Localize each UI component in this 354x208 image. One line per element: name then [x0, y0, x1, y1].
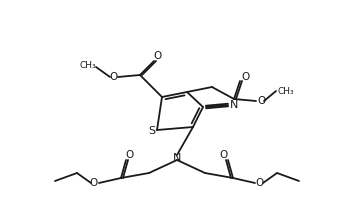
- Text: O: O: [220, 150, 228, 160]
- Text: O: O: [154, 51, 162, 61]
- Text: O: O: [109, 72, 117, 82]
- Text: N: N: [230, 100, 238, 110]
- Text: CH₃: CH₃: [80, 62, 96, 71]
- Text: S: S: [148, 126, 155, 136]
- Text: N: N: [173, 153, 181, 163]
- Text: O: O: [257, 96, 265, 106]
- Text: CH₃: CH₃: [278, 87, 294, 95]
- Text: O: O: [90, 178, 98, 188]
- Text: O: O: [241, 72, 249, 82]
- Text: O: O: [256, 178, 264, 188]
- Text: O: O: [126, 150, 134, 160]
